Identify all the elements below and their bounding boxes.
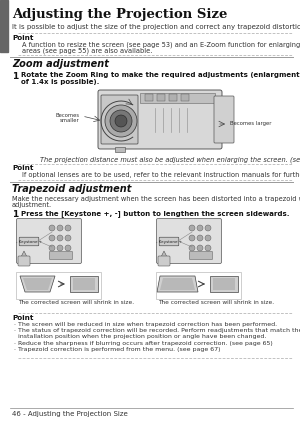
Text: smaller: smaller — [60, 118, 80, 123]
FancyBboxPatch shape — [98, 90, 222, 149]
Circle shape — [197, 225, 203, 231]
Text: If optional lenses are to be used, refer to the relevant instruction manuals for: If optional lenses are to be used, refer… — [22, 172, 300, 178]
FancyBboxPatch shape — [214, 96, 234, 143]
Polygon shape — [157, 276, 198, 292]
Text: areas (see page 55) are also available.: areas (see page 55) are also available. — [22, 47, 152, 54]
Bar — [145, 94, 153, 101]
Text: Becomes: Becomes — [56, 113, 80, 118]
Text: 46 - Adjusting the Projection Size: 46 - Adjusting the Projection Size — [12, 411, 128, 417]
Text: Point: Point — [12, 315, 33, 321]
Polygon shape — [21, 251, 27, 257]
Circle shape — [115, 115, 127, 127]
Circle shape — [197, 235, 203, 241]
Text: Zoom adjustment: Zoom adjustment — [12, 59, 109, 69]
FancyBboxPatch shape — [18, 256, 30, 266]
Text: · The status of trapezoid correction will be recorded. Perform readjustments tha: · The status of trapezoid correction wil… — [14, 328, 300, 333]
Polygon shape — [23, 278, 52, 290]
Text: installation position when the projection position or angle have been changed.: installation position when the projectio… — [14, 334, 266, 340]
FancyBboxPatch shape — [16, 218, 82, 264]
Text: Rotate the Zoom Ring to make the required adjustments (enlargment up to a maximu: Rotate the Zoom Ring to make the require… — [21, 72, 300, 78]
Circle shape — [189, 235, 195, 241]
FancyBboxPatch shape — [50, 252, 73, 260]
Bar — [181, 94, 189, 101]
Text: A function to resize the screen (see page 53) and an E-Zoom function for enlargi: A function to resize the screen (see pag… — [22, 41, 300, 48]
Circle shape — [65, 235, 71, 241]
Circle shape — [49, 245, 55, 251]
Text: Adjusting the Projection Size: Adjusting the Projection Size — [12, 8, 227, 21]
Text: - Keystone +: - Keystone + — [156, 240, 182, 244]
Circle shape — [189, 245, 195, 251]
FancyBboxPatch shape — [190, 252, 212, 260]
Circle shape — [105, 105, 137, 137]
Circle shape — [49, 235, 55, 241]
Text: The corrected screen will shrink in size.: The corrected screen will shrink in size… — [158, 300, 274, 305]
FancyBboxPatch shape — [157, 218, 221, 264]
FancyBboxPatch shape — [101, 95, 138, 144]
Text: Point: Point — [12, 34, 33, 40]
Bar — [213, 278, 235, 290]
FancyBboxPatch shape — [159, 237, 179, 246]
Text: 1: 1 — [12, 210, 18, 219]
Text: 1: 1 — [12, 72, 18, 81]
Bar — [156, 272, 241, 299]
Bar — [73, 278, 95, 290]
Circle shape — [49, 225, 55, 231]
Polygon shape — [161, 251, 167, 257]
Text: Point: Point — [12, 165, 33, 172]
Bar — [16, 272, 101, 299]
Text: Trapezoid adjustment: Trapezoid adjustment — [12, 184, 131, 194]
Text: - Keystone +: - Keystone + — [16, 240, 42, 244]
Circle shape — [110, 110, 132, 132]
Bar — [0, 0, 8, 52]
Circle shape — [57, 225, 63, 231]
Text: Press the [Keystone +, -] button to lengthen the screen sidewards.: Press the [Keystone +, -] button to leng… — [21, 210, 290, 217]
Circle shape — [205, 235, 211, 241]
Bar — [140, 93, 215, 103]
Circle shape — [57, 235, 63, 241]
Text: The projection distance must also be adjusted when enlarging the screen. (see pa: The projection distance must also be adj… — [40, 156, 300, 163]
Text: · Reduce the sharpness if blurring occurs after trapezoid correction. (see page : · Reduce the sharpness if blurring occur… — [14, 340, 273, 346]
Text: The corrected screen will shrink in size.: The corrected screen will shrink in size… — [18, 300, 134, 305]
Text: adjustment.: adjustment. — [12, 202, 52, 208]
Text: · The screen will be reduced in size when trapezoid correction has been performe: · The screen will be reduced in size whe… — [14, 322, 277, 327]
Circle shape — [197, 245, 203, 251]
Bar — [157, 94, 165, 101]
FancyBboxPatch shape — [19, 237, 39, 246]
Circle shape — [189, 225, 195, 231]
Circle shape — [65, 225, 71, 231]
Circle shape — [57, 245, 63, 251]
Bar — [210, 276, 238, 292]
Polygon shape — [160, 278, 195, 290]
FancyBboxPatch shape — [158, 256, 170, 266]
Bar — [70, 276, 98, 292]
Bar — [169, 94, 177, 101]
Polygon shape — [20, 276, 55, 292]
Circle shape — [205, 225, 211, 231]
Text: Becomes larger: Becomes larger — [230, 121, 272, 126]
Bar — [115, 147, 125, 152]
Text: · Trapezoid correction is performed from the menu. (see page 67): · Trapezoid correction is performed from… — [14, 347, 220, 352]
Text: of 1.4x is possible).: of 1.4x is possible). — [21, 79, 99, 85]
Circle shape — [65, 245, 71, 251]
Text: Make the necessary adjustment when the screen has been distorted into a trapezoi: Make the necessary adjustment when the s… — [12, 196, 300, 202]
Text: It is possible to adjust the size of the projection and correct any trapezoid di: It is possible to adjust the size of the… — [12, 24, 300, 30]
Circle shape — [205, 245, 211, 251]
